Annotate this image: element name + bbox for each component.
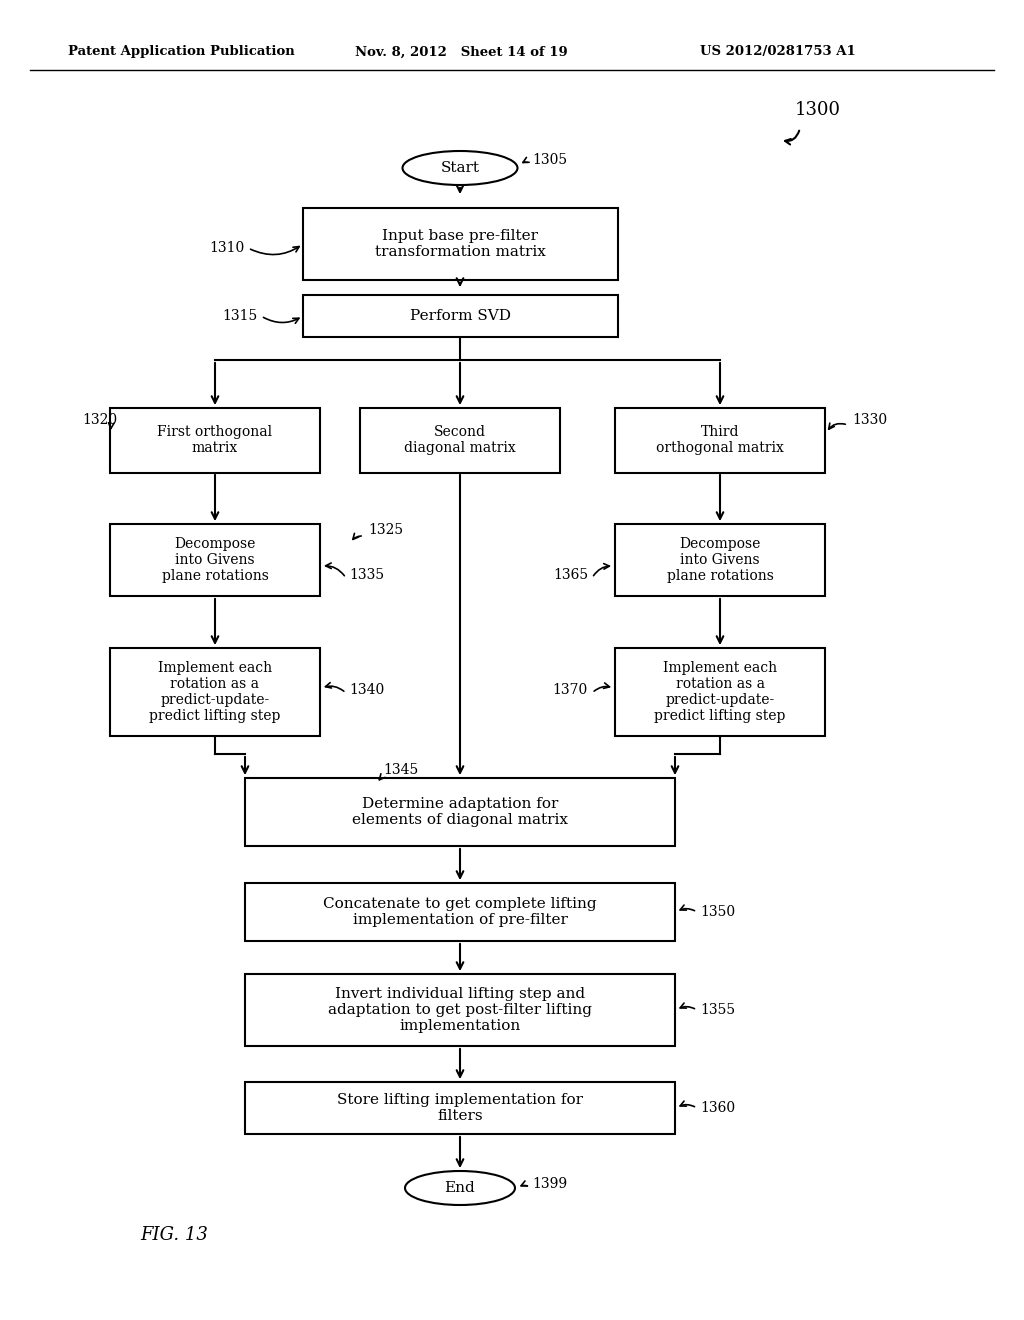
- Text: Start: Start: [440, 161, 479, 176]
- Text: 1325: 1325: [368, 523, 403, 537]
- FancyBboxPatch shape: [302, 294, 617, 337]
- Text: Concatenate to get complete lifting
implementation of pre-filter: Concatenate to get complete lifting impl…: [324, 896, 597, 927]
- Text: Decompose
into Givens
plane rotations: Decompose into Givens plane rotations: [162, 537, 268, 583]
- Text: 1315: 1315: [223, 309, 258, 323]
- Text: 1320: 1320: [82, 413, 117, 426]
- Text: 1330: 1330: [852, 413, 887, 426]
- Text: 1300: 1300: [795, 102, 841, 119]
- FancyBboxPatch shape: [615, 524, 825, 597]
- Text: Store lifting implementation for
filters: Store lifting implementation for filters: [337, 1093, 583, 1123]
- Text: 1345: 1345: [383, 763, 418, 777]
- FancyBboxPatch shape: [245, 1082, 675, 1134]
- Text: 1340: 1340: [349, 682, 384, 697]
- Text: First orthogonal
matrix: First orthogonal matrix: [158, 425, 272, 455]
- Ellipse shape: [406, 1171, 515, 1205]
- Text: 1365: 1365: [553, 568, 588, 582]
- Text: End: End: [444, 1181, 475, 1195]
- Text: 1360: 1360: [700, 1101, 735, 1115]
- FancyBboxPatch shape: [615, 648, 825, 737]
- Text: Implement each
rotation as a
predict-update-
predict lifting step: Implement each rotation as a predict-upd…: [150, 661, 281, 723]
- Text: 1350: 1350: [700, 906, 735, 919]
- Ellipse shape: [402, 150, 517, 185]
- FancyBboxPatch shape: [302, 209, 617, 280]
- FancyBboxPatch shape: [615, 408, 825, 473]
- FancyBboxPatch shape: [245, 974, 675, 1045]
- Text: 1399: 1399: [532, 1177, 567, 1191]
- FancyBboxPatch shape: [360, 408, 560, 473]
- Text: Input base pre-filter
transformation matrix: Input base pre-filter transformation mat…: [375, 228, 546, 259]
- Text: 1335: 1335: [349, 568, 384, 582]
- Text: Nov. 8, 2012   Sheet 14 of 19: Nov. 8, 2012 Sheet 14 of 19: [355, 45, 567, 58]
- Text: Third
orthogonal matrix: Third orthogonal matrix: [656, 425, 784, 455]
- Text: Decompose
into Givens
plane rotations: Decompose into Givens plane rotations: [667, 537, 773, 583]
- FancyBboxPatch shape: [245, 883, 675, 941]
- FancyBboxPatch shape: [110, 408, 319, 473]
- Text: Patent Application Publication: Patent Application Publication: [68, 45, 295, 58]
- Text: Implement each
rotation as a
predict-update-
predict lifting step: Implement each rotation as a predict-upd…: [654, 661, 785, 723]
- FancyBboxPatch shape: [245, 777, 675, 846]
- Text: 1305: 1305: [532, 153, 567, 168]
- FancyBboxPatch shape: [110, 524, 319, 597]
- Text: 1355: 1355: [700, 1003, 735, 1016]
- Text: FIG. 13: FIG. 13: [140, 1226, 208, 1243]
- Text: Second
diagonal matrix: Second diagonal matrix: [404, 425, 516, 455]
- Text: Perform SVD: Perform SVD: [410, 309, 511, 323]
- Text: 1310: 1310: [210, 242, 245, 255]
- FancyBboxPatch shape: [110, 648, 319, 737]
- Text: Invert individual lifting step and
adaptation to get post-filter lifting
impleme: Invert individual lifting step and adapt…: [328, 987, 592, 1034]
- Text: Determine adaptation for
elements of diagonal matrix: Determine adaptation for elements of dia…: [352, 797, 568, 828]
- Text: 1370: 1370: [553, 682, 588, 697]
- Text: US 2012/0281753 A1: US 2012/0281753 A1: [700, 45, 856, 58]
